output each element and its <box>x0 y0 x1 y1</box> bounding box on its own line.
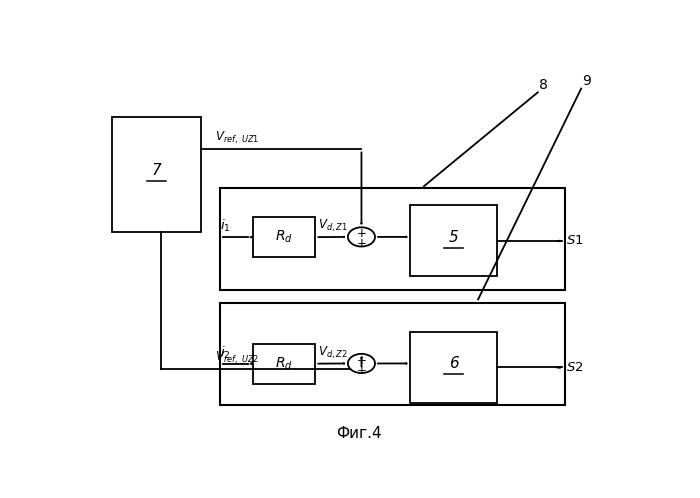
Text: $S1$: $S1$ <box>566 235 584 248</box>
Text: $V_{ref,\ UZ1}$: $V_{ref,\ UZ1}$ <box>215 130 260 146</box>
Text: $V_{ref,\ UZ2}$: $V_{ref,\ UZ2}$ <box>215 350 259 366</box>
Bar <box>220 303 565 405</box>
Text: +: + <box>356 227 366 240</box>
Bar <box>220 188 565 290</box>
Text: $V_{d,Z2}$: $V_{d,Z2}$ <box>318 344 348 361</box>
Text: Фиг.4: Фиг.4 <box>336 426 382 441</box>
Text: +: + <box>356 364 366 376</box>
Circle shape <box>348 354 375 373</box>
Text: $R_d$: $R_d$ <box>275 356 293 372</box>
Text: 5: 5 <box>449 230 458 245</box>
Text: $i_2$: $i_2$ <box>220 345 231 361</box>
Text: +: + <box>356 354 366 367</box>
Bar <box>112 117 202 232</box>
Bar <box>253 344 315 384</box>
Text: $V_{d,Z1}$: $V_{d,Z1}$ <box>318 218 348 234</box>
Circle shape <box>348 227 375 247</box>
Text: $i_1$: $i_1$ <box>220 218 231 234</box>
Text: 7: 7 <box>152 163 162 178</box>
Text: +: + <box>356 237 366 250</box>
Text: $R_d$: $R_d$ <box>275 229 293 246</box>
Text: 9: 9 <box>582 74 591 88</box>
Text: 8: 8 <box>539 78 547 92</box>
Text: $S2$: $S2$ <box>566 361 584 374</box>
Text: 6: 6 <box>449 356 458 371</box>
Bar <box>253 217 315 257</box>
Bar <box>410 332 497 403</box>
Bar <box>410 206 497 276</box>
